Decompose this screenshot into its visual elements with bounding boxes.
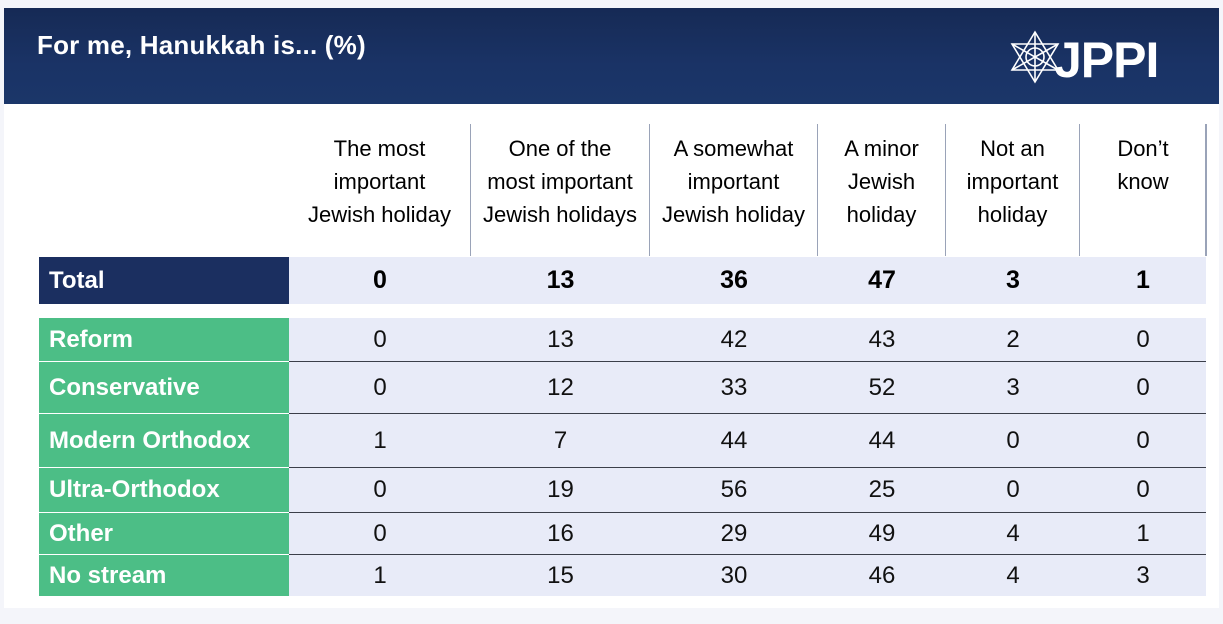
value-cell: 43 xyxy=(868,325,896,353)
value-cell: 4 xyxy=(1006,519,1020,547)
column-header: Don’t know xyxy=(1080,124,1206,256)
column-header-line: holiday xyxy=(977,202,1048,227)
star-of-david-icon xyxy=(1010,30,1060,84)
value-cell: 30 xyxy=(720,561,748,589)
value-cell: 0 xyxy=(1136,476,1150,503)
value-cell: 4 xyxy=(1006,561,1020,589)
value-cell: 19 xyxy=(547,476,574,503)
column-header-line: most important xyxy=(487,169,633,194)
row-cells: 0 13 36 47 3 1 xyxy=(289,257,1206,304)
value-cell: 3 xyxy=(1006,373,1020,401)
total-row: Total 0 13 36 47 3 1 xyxy=(39,257,1206,304)
value-cell: 49 xyxy=(868,519,896,547)
column-header-line: Don’t xyxy=(1117,136,1169,161)
chart-title: For me, Hanukkah is... (%) xyxy=(37,30,366,60)
column-header-line: important xyxy=(333,169,426,194)
column-header-line: A somewhat xyxy=(673,136,794,161)
value-cell: 44 xyxy=(720,426,748,454)
column-header: Not an important holiday xyxy=(946,124,1080,256)
row-cells: 0 12 33 52 3 0 xyxy=(289,362,1206,414)
row-label: Total xyxy=(39,257,289,304)
value-cell: 1 xyxy=(373,426,387,454)
value-cell: 25 xyxy=(868,476,896,503)
column-header: A minor Jewish holiday xyxy=(818,124,946,256)
column-header: One of the most important Jewish holidays xyxy=(471,124,650,256)
value-cell: 16 xyxy=(547,519,574,547)
table-row: Other 0 16 29 49 4 1 xyxy=(39,513,1206,555)
table-row: Modern Orthodox 1 7 44 44 0 0 xyxy=(39,414,1206,468)
column-header-line: Jewish xyxy=(847,169,916,194)
value-cell: 1 xyxy=(1136,266,1150,294)
value-cell: 56 xyxy=(720,476,748,503)
row-label: No stream xyxy=(39,555,289,596)
value-cell: 29 xyxy=(720,519,748,547)
jppi-logo: JPPI xyxy=(1006,28,1176,92)
header-banner: For me, Hanukkah is... (%) JPPI xyxy=(4,8,1219,104)
value-cell: 13 xyxy=(546,266,575,294)
value-cell: 3 xyxy=(1006,266,1020,294)
row-label: Modern Orthodox xyxy=(39,414,289,468)
column-header-line: Jewish holiday xyxy=(307,202,452,227)
header-edge-line xyxy=(1205,124,1207,256)
column-header-line: Jewish holiday xyxy=(661,202,806,227)
row-label: Conservative xyxy=(39,362,289,414)
table-row: Reform 0 13 42 43 2 0 xyxy=(39,318,1206,362)
value-cell: 3 xyxy=(1136,561,1150,589)
column-header-line: Jewish holidays xyxy=(482,202,638,227)
column-header-line: important xyxy=(966,169,1059,194)
row-cells: 0 19 56 25 0 0 xyxy=(289,468,1206,513)
table-row: Ultra-Orthodox 0 19 56 25 0 0 xyxy=(39,468,1206,513)
row-label: Ultra-Orthodox xyxy=(39,468,289,513)
value-cell: 7 xyxy=(553,426,568,454)
value-cell: 0 xyxy=(373,519,387,547)
value-cell: 0 xyxy=(1136,373,1150,401)
value-cell: 0 xyxy=(1006,426,1020,454)
column-header-line: holiday xyxy=(846,202,917,227)
value-cell: 0 xyxy=(373,266,387,294)
value-cell: 42 xyxy=(720,325,748,353)
table-row: Conservative 0 12 33 52 3 0 xyxy=(39,362,1206,414)
value-cell: 0 xyxy=(1136,325,1150,353)
value-cell: 46 xyxy=(868,561,896,589)
column-header-line: know xyxy=(1117,169,1169,194)
value-cell: 12 xyxy=(547,373,574,401)
value-cell: 33 xyxy=(720,373,748,401)
value-cell: 36 xyxy=(720,266,748,294)
row-cells: 1 15 30 46 4 3 xyxy=(289,555,1206,596)
column-header-line: Not an xyxy=(980,136,1045,161)
value-cell: 0 xyxy=(373,373,387,401)
row-cells: 1 7 44 44 0 0 xyxy=(289,414,1206,468)
column-header-line: A minor xyxy=(844,136,919,161)
column-header-line: The most xyxy=(333,136,426,161)
row-label: Other xyxy=(39,513,289,555)
value-cell: 47 xyxy=(868,266,896,294)
value-cell: 0 xyxy=(373,476,387,503)
value-cell: 1 xyxy=(373,561,387,589)
table-row: No stream 1 15 30 46 4 3 xyxy=(39,555,1206,596)
value-cell: 1 xyxy=(1136,519,1150,547)
column-header: The most important Jewish holiday xyxy=(289,124,471,256)
row-cells: 0 13 42 43 2 0 xyxy=(289,318,1206,362)
column-header-line: One of the xyxy=(508,136,612,161)
value-cell: 52 xyxy=(868,373,896,401)
row-label: Reform xyxy=(39,318,289,362)
value-cell: 0 xyxy=(373,325,387,353)
value-cell: 2 xyxy=(1006,325,1020,353)
column-header-line: important xyxy=(687,169,780,194)
row-cells: 0 16 29 49 4 1 xyxy=(289,513,1206,555)
value-cell: 0 xyxy=(1136,426,1150,454)
value-cell: 44 xyxy=(868,426,896,454)
value-cell: 15 xyxy=(547,561,574,589)
column-header: A somewhat important Jewish holiday xyxy=(650,124,818,256)
logo-text: JPPI xyxy=(1054,32,1159,88)
value-cell: 0 xyxy=(1006,476,1020,503)
value-cell: 13 xyxy=(547,325,574,353)
